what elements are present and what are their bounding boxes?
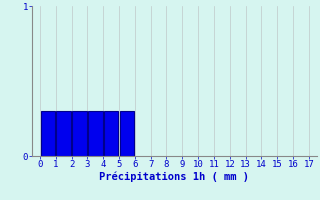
Bar — [72, 111, 87, 156]
Bar — [41, 111, 55, 156]
Bar — [56, 111, 71, 156]
Bar — [120, 111, 134, 156]
X-axis label: Précipitations 1h ( mm ): Précipitations 1h ( mm ) — [100, 172, 249, 182]
Bar — [104, 111, 118, 156]
Bar — [88, 111, 103, 156]
